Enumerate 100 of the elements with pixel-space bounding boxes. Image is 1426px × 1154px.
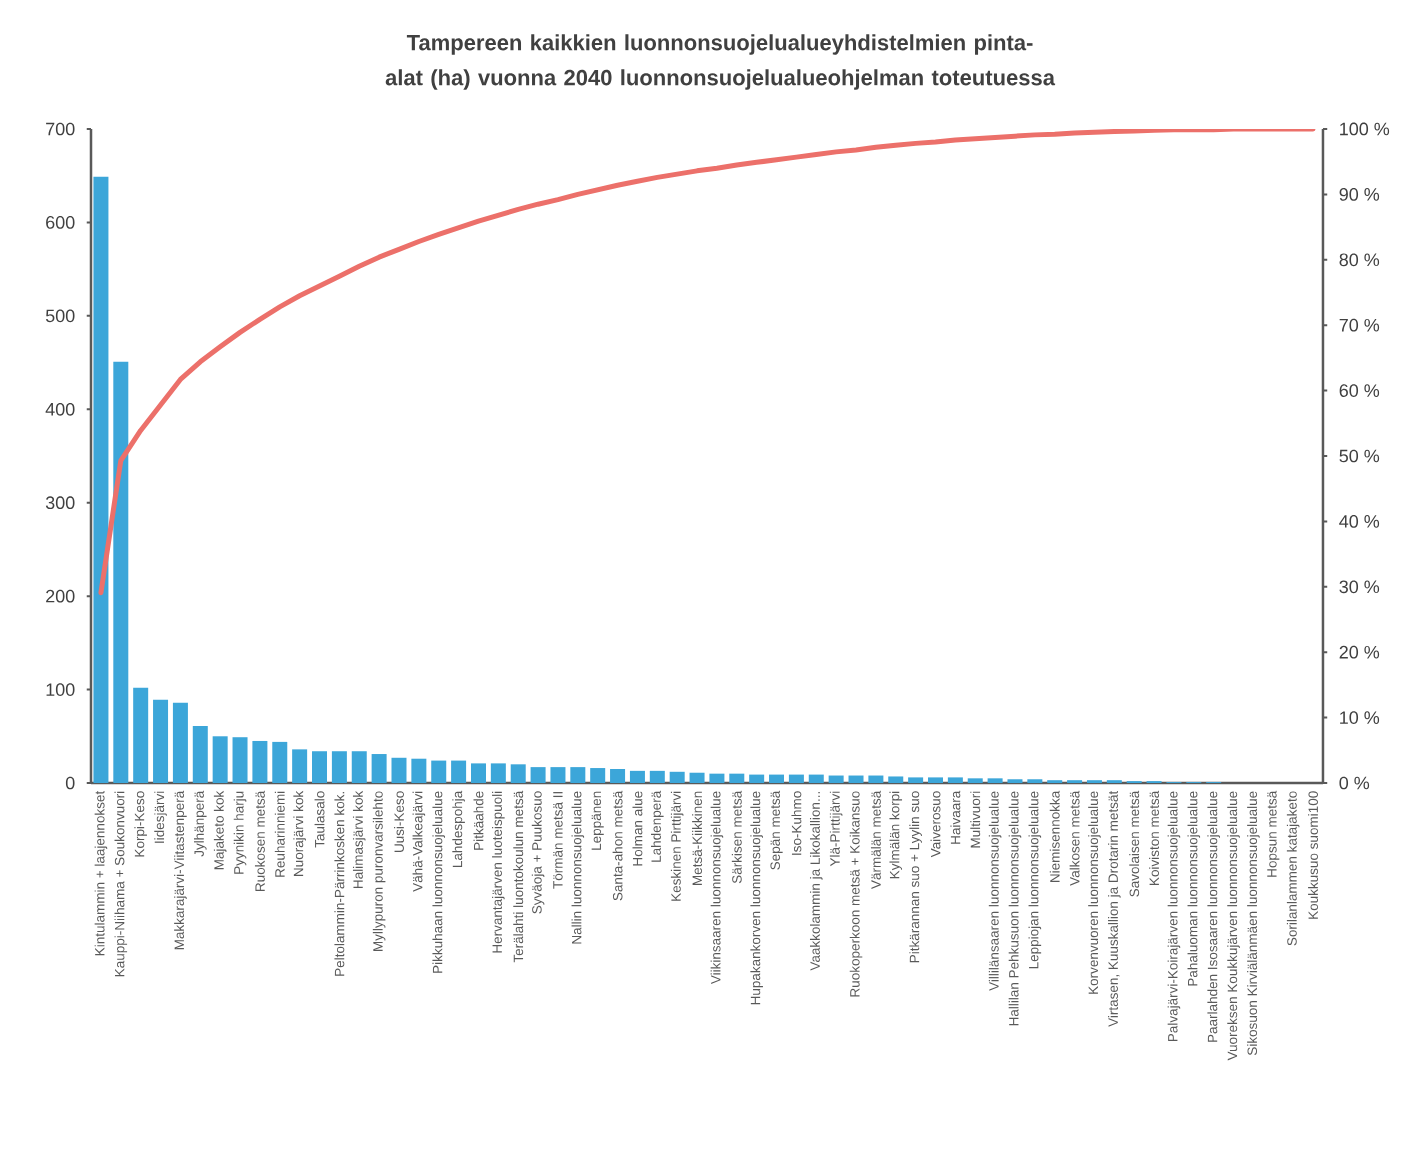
x-tick-label: Majaketo kok <box>213 790 227 870</box>
x-tick-label: Niemisennokka <box>1049 790 1060 882</box>
bar <box>371 754 387 783</box>
x-tick-label: Hupakankorven luonnonsuojelualue <box>750 791 763 1005</box>
y-tick-label: 700 <box>46 122 75 136</box>
x-tick-label: Valkosen metsä <box>1069 790 1080 886</box>
x-tick-label: Santa-ahon metsä <box>612 790 623 901</box>
x-tick-label: Sepän metsä <box>770 790 783 870</box>
bar <box>470 763 486 783</box>
y-tick-label: 0 <box>65 776 75 790</box>
bar <box>749 774 765 783</box>
x-tick-label: Sorilanlammen katajaketo <box>1286 791 1300 946</box>
y2-tick-label: 70 % <box>1339 318 1380 332</box>
x-tick-label: Uusi-Keso <box>394 791 404 852</box>
y2-tick-label: 60 % <box>1339 384 1380 397</box>
x-tick-label: Pitkärannan suo + Lyylin suo <box>909 791 922 963</box>
y2-tick-label: 90 % <box>1339 188 1380 201</box>
bar <box>709 773 725 783</box>
x-tick-label: Törmän metsä II <box>553 792 563 889</box>
x-tick-label: Leppänen <box>591 791 604 850</box>
x-tick-label: Jylhänperä <box>194 790 207 857</box>
x-tick-label: Palvajärvi-Koirajärven luonnonsuojelualue <box>1167 791 1181 1042</box>
y2-tick-label: 30 % <box>1339 580 1380 594</box>
x-tick-label: Kintulammin + laajennokset <box>94 790 108 956</box>
y2-tick-label: 10 % <box>1340 711 1380 724</box>
bar <box>431 760 447 783</box>
x-tick-label: Pyynikin harju <box>233 791 247 874</box>
bar <box>331 751 347 783</box>
bar <box>908 777 924 783</box>
x-tick-label: Myllypuron puronvarsilehto <box>372 791 386 951</box>
bar <box>451 760 467 783</box>
bar <box>788 774 804 783</box>
x-tick-label: Vaiverosuo <box>930 791 941 858</box>
x-tick-label: Korvenvuoren luonnonsuojelualue <box>1088 791 1101 994</box>
x-tick-label: Halimasjärvi kok <box>352 790 366 888</box>
x-tick-label: Hallilan Pehkusuon luonnonsuojelualue <box>1008 791 1022 1026</box>
x-tick-label: Makkarajärvi-Viitastenperä <box>174 790 187 950</box>
x-tick-label: Pikkuhaan luonnonsuojelualue <box>432 791 446 973</box>
bar <box>868 775 884 783</box>
y-tick-label: 200 <box>46 589 75 603</box>
bar <box>510 764 526 783</box>
x-tick-label: Iidesjärvi <box>154 791 167 843</box>
bar <box>928 777 943 783</box>
bar <box>947 777 963 783</box>
x-tick-label: Vähä-Valkeajärvi <box>412 791 426 892</box>
x-tick-label: Pitkäahde <box>473 791 484 850</box>
bar <box>192 726 208 783</box>
x-tick-label: Vaakkolammin ja Likokallion... <box>809 792 823 971</box>
y2-tick-label: 100 % <box>1340 122 1390 136</box>
x-tick-label: Korpi-Keso <box>134 791 147 857</box>
bar <box>570 767 586 783</box>
bar <box>490 763 506 783</box>
x-tick-label: Reuharinniemi <box>274 791 285 877</box>
bar <box>1067 780 1083 783</box>
bar <box>967 778 983 783</box>
bar <box>590 768 606 783</box>
y-tick-label: 500 <box>45 309 75 323</box>
x-tick-label: Keskinen Pirttijärvi <box>670 791 684 901</box>
y2-tick-label: 0 % <box>1339 776 1370 790</box>
x-tick-label: Metsä-Kiikkinen <box>692 791 702 885</box>
bar <box>391 757 407 783</box>
x-tick-label: Villilänsaaren luonnonsuojelualue <box>988 791 1002 991</box>
x-tick-label: Multivuori <box>970 791 981 848</box>
bar <box>292 749 308 783</box>
bar <box>987 778 1003 783</box>
x-tick-label: Värmälän metsä <box>870 790 881 889</box>
bar <box>113 361 129 783</box>
x-tick-label: Nuorajärvi kok <box>293 790 306 876</box>
y2-tick-label: 40 % <box>1339 515 1380 528</box>
bar <box>649 770 665 783</box>
bar <box>252 740 268 783</box>
x-tick-label: Ruokosen metsä <box>254 790 265 891</box>
bar <box>1047 780 1063 783</box>
x-tick-label: Holman alue <box>632 791 643 866</box>
y-tick-label: 400 <box>45 402 75 416</box>
y2-tick-label: 50 % <box>1339 449 1380 463</box>
x-tick-label: Nallin luonnonsuojelualue <box>571 791 585 944</box>
y-tick-label: 300 <box>45 496 75 510</box>
x-tick-label: Paarlahden Isosaaren luonnonsuojelualue <box>1207 791 1220 1042</box>
y2-tick-label: 20 % <box>1339 645 1380 659</box>
bar <box>411 758 427 783</box>
x-tick-label: Leppiojan luonnonsuojelualue <box>1028 791 1042 969</box>
x-tick-label: Hopsun metsä <box>1267 790 1280 877</box>
x-tick-label: Ruokoperkoon metsä + Koikansuo <box>849 791 863 997</box>
bar <box>550 767 566 783</box>
chart-title: Tampereen kaikkien luonnonsuojelualueyhdistelmien pinta-alat (ha) vuonna 2040 luonnonsuojelualueohjelman toteutuessa <box>385 34 1056 90</box>
bar <box>669 771 685 783</box>
y-tick-label: 100 <box>46 683 75 696</box>
bar <box>828 775 844 783</box>
bar <box>1086 780 1102 783</box>
x-tick-label: Terälahti luontokoulun metsä <box>513 790 524 963</box>
x-tick-label: Kylmälän korpi <box>889 791 903 879</box>
bar <box>808 774 824 783</box>
x-tick-label: Pahaluoman luonnonsuojelualue <box>1187 791 1201 986</box>
bar <box>1106 780 1122 783</box>
x-tick-label: Viikinsaaren luonnonsuojelualue <box>710 791 724 985</box>
bar <box>1027 779 1043 783</box>
x-tick-label: Särkisen metsä <box>731 790 742 884</box>
x-tick-label: Hervantajärven luoteispuoli <box>492 791 505 953</box>
x-tick-label: Haivaara <box>950 790 961 844</box>
